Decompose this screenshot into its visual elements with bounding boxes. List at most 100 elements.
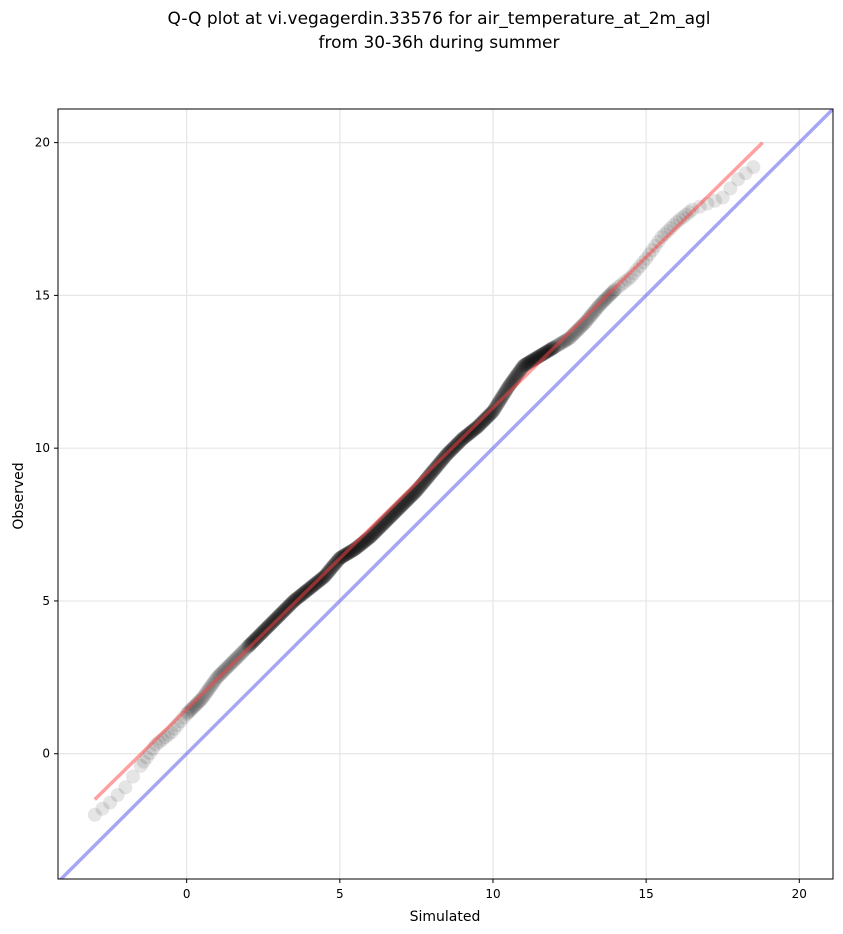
qq-point (470, 419, 485, 434)
qq-point (497, 386, 512, 401)
qq-point (682, 205, 696, 220)
qq-point (588, 303, 603, 318)
qq-point (281, 599, 296, 614)
qq-point (477, 413, 492, 428)
qq-point (511, 365, 526, 380)
qq-point (277, 603, 292, 618)
qq-point (110, 788, 125, 802)
qq-point (464, 424, 479, 439)
qq-point (480, 409, 495, 424)
x-tick-label: 5 (336, 887, 344, 901)
qq-point (266, 613, 281, 628)
qq-point (483, 407, 497, 422)
plot-area-frame (57, 108, 834, 880)
qq-point (316, 570, 331, 585)
x-axis-label: Simulated (410, 909, 481, 925)
data-points (87, 160, 761, 822)
qq-point (516, 359, 530, 374)
qq-point (196, 689, 211, 704)
qq-point (584, 308, 599, 323)
qq-point (746, 160, 761, 175)
qq-point (521, 355, 536, 370)
qq-point (583, 309, 597, 324)
qq-point (514, 361, 529, 376)
qq-point (513, 363, 528, 378)
qq-point (519, 356, 534, 371)
qq-point (431, 457, 446, 472)
qq-point (272, 608, 287, 623)
qq-point (473, 416, 488, 431)
qq-point (467, 422, 482, 437)
identity-line (58, 109, 833, 879)
qq-point (276, 603, 291, 618)
qq-point (611, 279, 626, 294)
qq-point (539, 344, 554, 359)
qq-point (510, 366, 525, 381)
qq-point (318, 568, 333, 583)
qq-point (200, 684, 215, 699)
qq-point (523, 354, 538, 369)
qq-point (675, 210, 690, 225)
qq-point (538, 345, 553, 360)
qq-point (287, 593, 302, 608)
qq-point (672, 212, 687, 227)
qq-point (481, 408, 496, 423)
qq-point (679, 207, 693, 222)
qq-point (278, 602, 293, 617)
qq-point (427, 462, 442, 477)
qq-point (484, 406, 499, 421)
qq-point (126, 769, 140, 784)
qq-point (731, 172, 745, 187)
qq-point (540, 344, 555, 359)
qq-point (466, 423, 480, 438)
qq-point (433, 455, 448, 469)
qq-point (522, 355, 537, 370)
qq-point (286, 593, 301, 608)
qq-point (467, 422, 482, 437)
qq-point (464, 424, 479, 439)
qq-point (267, 613, 282, 628)
qq-point (474, 415, 489, 430)
qq-point (469, 420, 484, 435)
qq-point (513, 362, 528, 377)
qq-point (589, 302, 604, 317)
y-tick-label: 0 (42, 747, 50, 761)
qq-point (268, 612, 282, 627)
qq-point (487, 402, 502, 417)
qq-point (485, 405, 500, 420)
qq-point (344, 544, 358, 559)
qq-point (481, 409, 496, 424)
qq-point (319, 567, 334, 582)
qq-point (430, 458, 445, 473)
qq-point (430, 459, 444, 474)
qq-point (427, 462, 442, 477)
qq-point (315, 570, 330, 585)
y-tick-label: 5 (42, 594, 50, 608)
qq-point (285, 595, 300, 610)
x-tick-label: 15 (639, 887, 654, 901)
qq-point (512, 364, 527, 379)
qq-point (275, 605, 290, 620)
y-axis-ticks: 0 5 10 15 20 (35, 136, 58, 761)
qq-point (483, 406, 498, 421)
qq-point (487, 401, 502, 416)
qq-point (486, 403, 501, 418)
qq-point (476, 413, 491, 428)
qq-point (428, 461, 443, 476)
chart-title-line1: Q-Q plot at vi.vegagerdin.33576 for air_… (167, 9, 710, 29)
qq-point (279, 601, 294, 615)
qq-point (283, 597, 298, 612)
qq-point (738, 166, 753, 181)
qq-point (516, 358, 531, 373)
qq-point (282, 598, 297, 613)
qq-point (478, 412, 493, 427)
y-axis-label: Observed (11, 462, 27, 529)
qq-point (103, 795, 118, 810)
qq-point (480, 410, 495, 425)
qq-point (475, 415, 490, 430)
qq-point (273, 606, 288, 621)
qq-point (344, 544, 359, 559)
qq-point (433, 455, 447, 470)
qq-point (633, 259, 647, 274)
qq-point (511, 366, 526, 381)
